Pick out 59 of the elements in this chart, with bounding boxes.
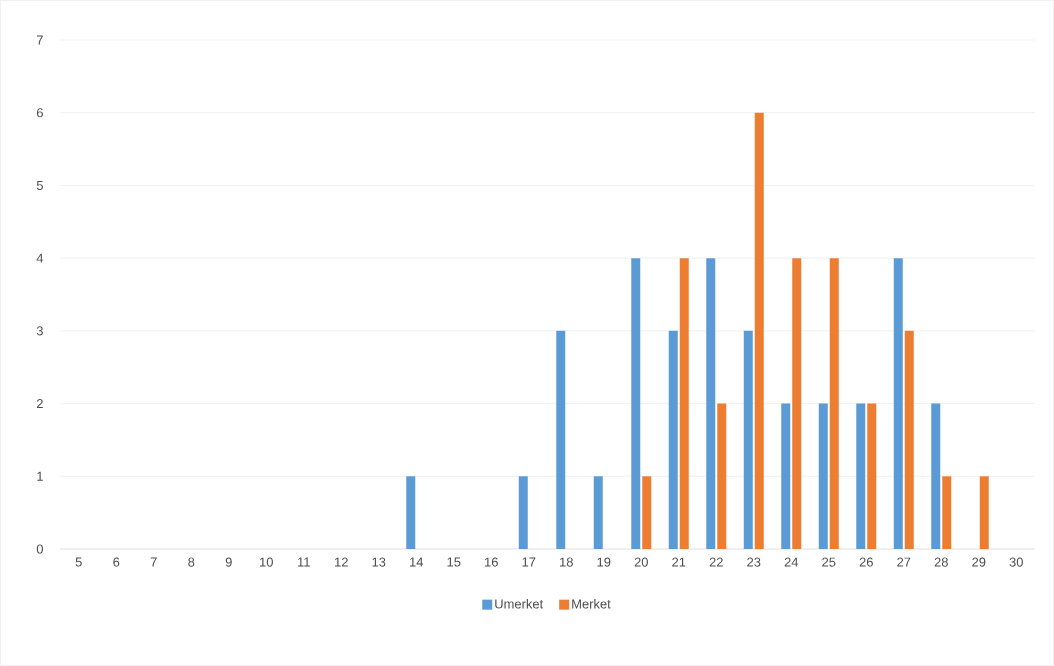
y-tick-label: 2 <box>36 399 43 409</box>
bar <box>979 476 989 549</box>
x-tick-label: 21 <box>672 557 686 567</box>
legend-label: Umerket <box>495 598 544 609</box>
x-tick-label: 16 <box>485 557 498 567</box>
x-tick-label: 25 <box>822 557 836 567</box>
x-tick-label: 11 <box>298 557 310 567</box>
bar <box>818 403 828 549</box>
y-tick-label: 5 <box>36 180 43 190</box>
bar <box>931 403 941 549</box>
bar <box>518 476 528 549</box>
x-tick-label: 29 <box>972 557 986 567</box>
x-tick-label: 15 <box>447 557 461 567</box>
x-tick-label: 12 <box>335 557 348 567</box>
y-tick-label: 0 <box>36 544 43 554</box>
legend-label: Merket <box>572 598 611 609</box>
bar <box>406 476 416 549</box>
bar <box>556 330 566 549</box>
x-tick-label: 13 <box>372 557 386 567</box>
x-tick-label: 24 <box>784 557 799 567</box>
bar <box>893 258 903 549</box>
x-tick-label: 7 <box>150 557 157 567</box>
bar <box>668 330 678 549</box>
x-tick-label: 20 <box>634 557 648 567</box>
bar <box>904 330 914 549</box>
bar <box>679 258 689 549</box>
x-tick-label: 10 <box>260 557 273 567</box>
bar <box>717 403 727 549</box>
y-tick-label: 1 <box>37 471 43 481</box>
bar <box>631 258 641 549</box>
bar <box>856 403 866 549</box>
x-tick-label: 19 <box>597 557 611 567</box>
bar <box>706 258 716 549</box>
y-tick-label: 3 <box>36 326 43 336</box>
x-tick-label: 26 <box>859 557 873 567</box>
bar <box>743 330 753 549</box>
x-tick-label: 17 <box>522 557 536 567</box>
y-tick-label: 6 <box>36 108 43 118</box>
x-tick-label: 14 <box>410 557 424 567</box>
x-tick-label: 30 <box>1009 557 1023 567</box>
y-tick-label: 4 <box>36 253 44 263</box>
x-tick-label: 22 <box>709 557 723 567</box>
x-tick-label: 23 <box>747 557 761 567</box>
bar <box>781 403 791 549</box>
bar <box>642 476 652 549</box>
x-tick-label: 6 <box>113 557 120 567</box>
bar <box>867 403 877 549</box>
bar <box>942 476 952 549</box>
x-tick-label: 27 <box>897 557 911 567</box>
x-tick-label: 9 <box>225 557 232 567</box>
bar <box>829 258 839 549</box>
x-tick-label: 28 <box>934 557 948 567</box>
x-tick-label: 18 <box>560 557 573 567</box>
bar <box>792 258 802 549</box>
y-tick-label: 7 <box>36 35 43 45</box>
x-tick-label: 5 <box>75 557 82 567</box>
x-tick-label: 8 <box>188 557 195 567</box>
bar <box>754 112 764 549</box>
bar <box>593 476 603 549</box>
